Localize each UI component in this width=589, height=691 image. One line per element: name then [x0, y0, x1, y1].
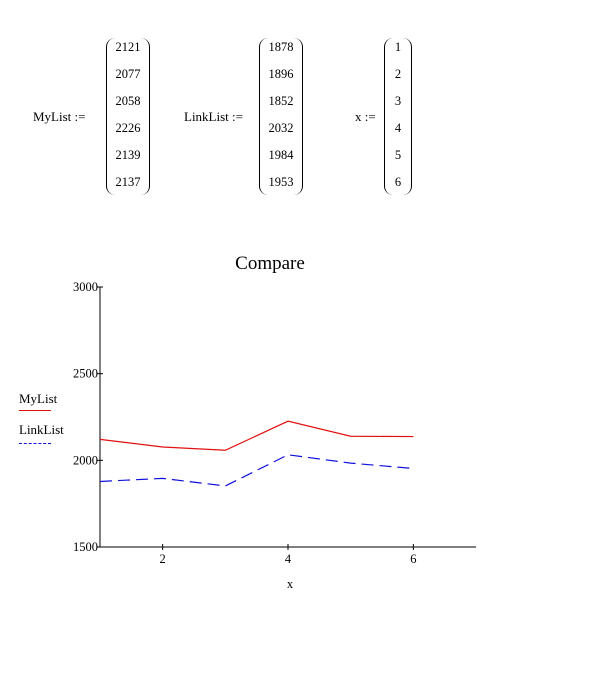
vector-bracket-left [259, 38, 270, 195]
mylist-cell[interactable]: 2226 [115, 121, 141, 135]
mylist-vector[interactable]: 2121 2077 2058 2226 2139 2137 [106, 38, 150, 195]
x-label[interactable]: x := [355, 109, 376, 124]
x-axis-label: x [287, 577, 294, 591]
linklist-label[interactable]: LinkList := [184, 109, 243, 124]
x-tick-label: 6 [410, 552, 416, 566]
y-tick-label: 2500 [73, 367, 98, 381]
linklist-cell[interactable]: 1852 [268, 94, 294, 108]
x-cell[interactable]: 4 [394, 121, 402, 135]
x-cell[interactable]: 6 [394, 175, 402, 189]
mylist-cell[interactable]: 2121 [115, 40, 141, 54]
legend-swatch-linklist [19, 443, 51, 444]
mylist-label[interactable]: MyList := [33, 109, 86, 124]
series-line-linklist [99, 454, 414, 487]
compare-plot[interactable]: 1500 2000 2500 3000 2 4 6 x [0, 270, 589, 610]
linklist-cell[interactable]: 1896 [268, 67, 294, 81]
y-tick-label: 2000 [73, 453, 98, 467]
vector-bracket-right [292, 38, 303, 195]
vector-bracket-left [384, 38, 395, 195]
vector-bracket-right [139, 38, 150, 195]
y-tick-label: 1500 [73, 540, 98, 554]
mylist-cell[interactable]: 2139 [115, 148, 141, 162]
linklist-cell[interactable]: 1878 [268, 40, 294, 54]
x-tick-label: 4 [285, 552, 292, 566]
mylist-cell[interactable]: 2058 [115, 94, 141, 108]
vector-bracket-left [106, 38, 117, 195]
mylist-cell[interactable]: 2077 [115, 67, 141, 81]
linklist-vector[interactable]: 1878 1896 1852 2032 1984 1953 [259, 38, 303, 195]
vector-bracket-right [401, 38, 412, 195]
legend-label-mylist: MyList [19, 391, 58, 406]
linklist-cell[interactable]: 1953 [268, 175, 294, 189]
linklist-cell[interactable]: 2032 [268, 121, 294, 135]
mylist-cell[interactable]: 2137 [115, 175, 141, 189]
x-vector[interactable]: 1 2 3 4 5 6 [384, 38, 412, 195]
linklist-cell[interactable]: 1984 [268, 148, 294, 162]
legend-swatch-mylist [19, 410, 51, 411]
x-cell[interactable]: 3 [394, 94, 402, 108]
definitions-area: MyList := 2121 2077 2058 2226 2139 2137 … [0, 0, 589, 220]
x-tick-label: 2 [160, 552, 166, 566]
x-cell[interactable]: 2 [394, 67, 402, 81]
series-line-mylist [99, 420, 414, 451]
x-cell[interactable]: 1 [394, 40, 402, 54]
x-cell[interactable]: 5 [394, 148, 402, 162]
y-tick-label: 3000 [73, 280, 98, 294]
legend-label-linklist: LinkList [19, 422, 64, 437]
chart-title: Compare [235, 253, 305, 274]
